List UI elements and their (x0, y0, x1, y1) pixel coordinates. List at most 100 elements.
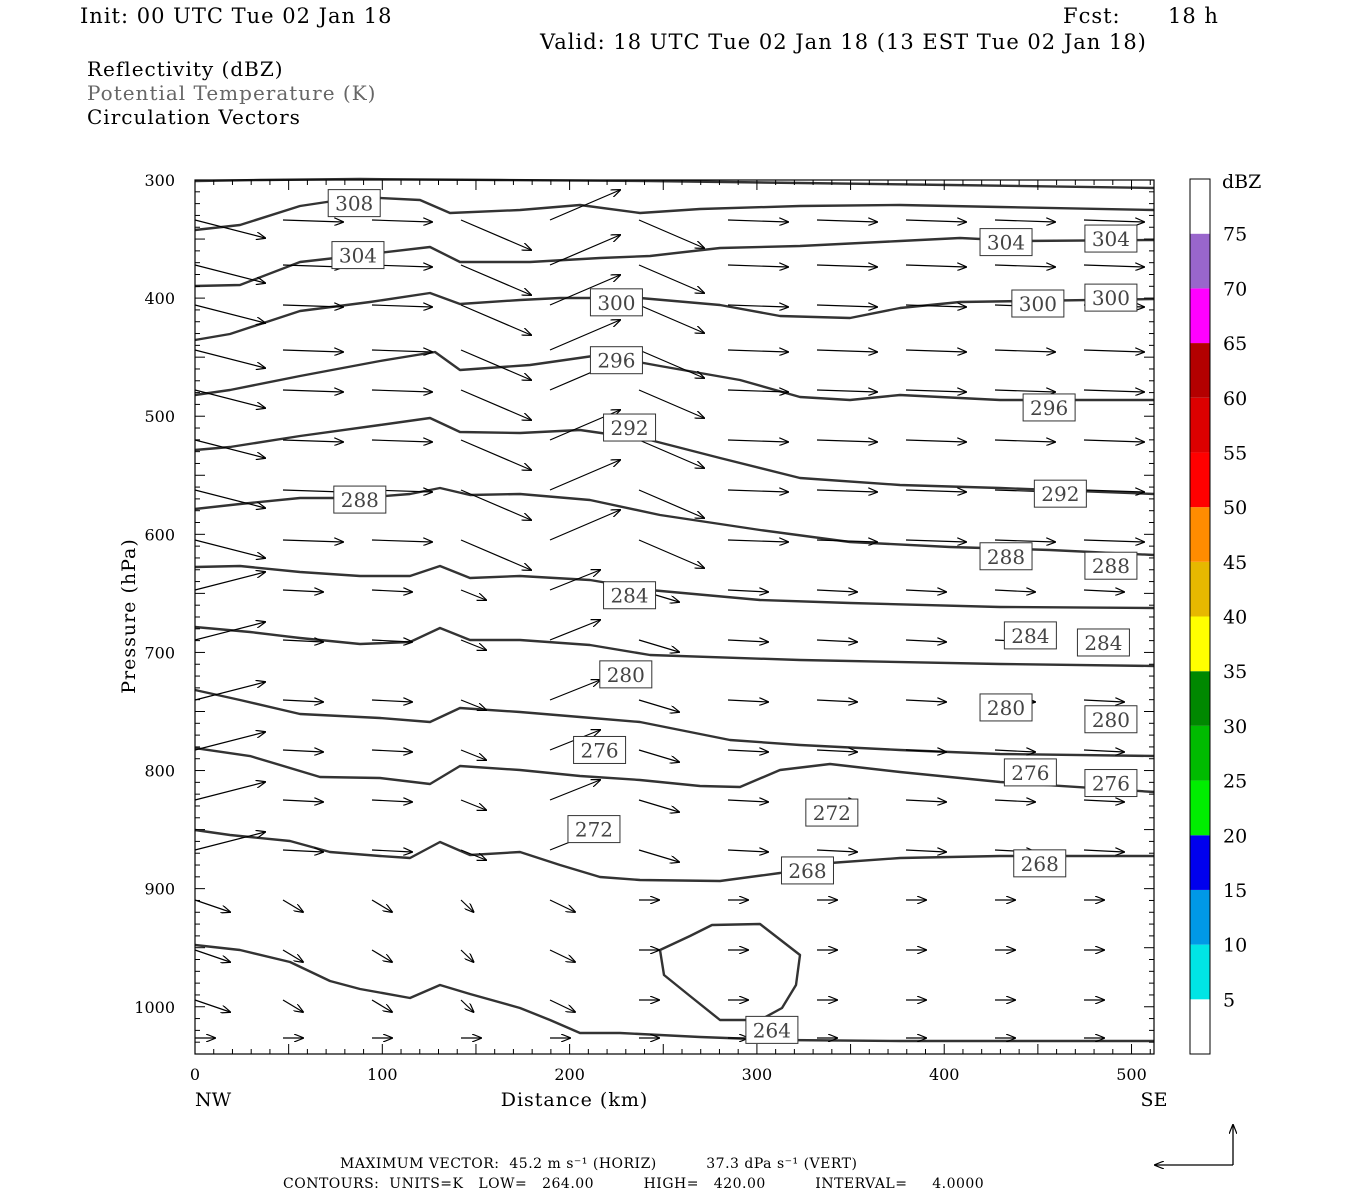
circulation-vector (816, 750, 857, 752)
circulation-vector (816, 440, 877, 442)
colorbar-segment (1190, 561, 1210, 617)
circulation-vector (727, 700, 768, 702)
legend-vectors: Circulation Vectors (87, 105, 301, 129)
circulation-vector (816, 490, 877, 492)
contour-label-box (333, 485, 387, 514)
circulation-vector (905, 540, 966, 542)
circulation-vector (994, 750, 1035, 752)
colorbar-label: 25 (1223, 771, 1247, 793)
circulation-vector (549, 190, 620, 221)
x-axis-title: Distance (km) (501, 1089, 649, 1111)
circulation-vector (194, 782, 265, 801)
circulation-vector (638, 849, 679, 862)
theta-contour-line (194, 195, 1155, 232)
circulation-vector (638, 749, 679, 762)
colorbar-frame (1189, 178, 1211, 1055)
circulation-vector (460, 539, 531, 570)
circulation-vector (194, 489, 265, 508)
circulation-vector (638, 349, 704, 378)
colorbar-segment (1190, 397, 1210, 453)
circulation-vector (727, 350, 788, 352)
contour-label: 268 (1021, 852, 1059, 876)
theta-contour-line (194, 943, 1154, 1043)
contour-label-box (1003, 758, 1057, 787)
contour-label: 280 (607, 663, 645, 687)
circulation-vector (371, 590, 412, 592)
circulation-vector (282, 220, 343, 222)
x-tick-label: 200 (554, 1065, 585, 1084)
init-time: Init: 00 UTC Tue 02 Jan 18 (80, 4, 393, 28)
circulation-vector (282, 899, 303, 912)
theta-contour-line (194, 746, 1155, 794)
circulation-vector (638, 799, 679, 812)
circulation-vector (282, 390, 343, 392)
contour-label-box (1011, 289, 1065, 318)
contour-label: 272 (575, 818, 613, 842)
circulation-vector (371, 899, 392, 912)
circulation-vector (460, 264, 531, 295)
y-tick-label: 600 (144, 525, 175, 544)
contour-label-box (805, 798, 859, 827)
colorbar-label: 50 (1223, 497, 1247, 519)
circulation-vector (1083, 850, 1124, 852)
theta-contour-line (194, 236, 1155, 288)
circulation-vector (994, 265, 1055, 267)
circulation-vector (460, 349, 531, 380)
circulation-vector (549, 999, 575, 1012)
forecast-hour: 18 h (1168, 4, 1219, 28)
contour-label-box (1084, 224, 1138, 253)
circulation-vector (460, 749, 486, 760)
circulation-vector (460, 999, 474, 1012)
circulation-vector (282, 999, 303, 1012)
circulation-vector (194, 682, 265, 701)
circulation-vector (905, 220, 966, 222)
contour-label-box (745, 1015, 799, 1044)
circulation-vector (727, 800, 768, 802)
circulation-vector (371, 850, 412, 852)
circulation-vector (194, 949, 230, 962)
colorbar-segment (1190, 616, 1210, 672)
circulation-vector (460, 949, 474, 962)
circulation-vector (994, 540, 1055, 542)
circulation-vector (816, 700, 857, 702)
contour-label: 304 (1092, 227, 1130, 251)
contour-label-box (327, 189, 381, 218)
contour-label-box (1084, 551, 1138, 580)
circulation-vector (1083, 700, 1124, 702)
circulation-vector (816, 390, 877, 392)
contour-label-box (603, 413, 657, 442)
colorbar-segment (1190, 944, 1210, 1000)
plot-axes: 0 100 200 300 400 500 300 400 500 600 700 800 900 100… (118, 171, 1167, 1111)
colorbar-segment (1190, 507, 1210, 562)
circulation-vector (638, 389, 704, 418)
circulation-vector (727, 390, 788, 392)
circulation-vector (460, 439, 531, 470)
circulation-vector (549, 899, 575, 912)
colorbar-label: 30 (1223, 716, 1247, 738)
circulation-vector (816, 590, 857, 592)
circulation-vector (371, 949, 392, 962)
circulation-vector (194, 539, 265, 558)
circulation-vector (371, 440, 432, 442)
circulation-vector (905, 700, 946, 702)
x-tick-label: 500 (1116, 1065, 1147, 1084)
circulation-vector (549, 235, 620, 266)
circulation-vector (460, 304, 531, 335)
circulation-vector (282, 850, 323, 852)
theta-contour-line (658, 922, 802, 1022)
contour-label-box (1033, 479, 1087, 508)
circulation-vector (282, 540, 343, 542)
circulation-vector (638, 489, 704, 518)
circulation-vector (194, 999, 230, 1012)
colorbar-segment (1190, 835, 1210, 890)
colorbar-label: 45 (1223, 552, 1247, 574)
contour-label: 280 (1092, 708, 1130, 732)
contour-label: 276 (1011, 761, 1049, 785)
circulation-vector (638, 219, 704, 248)
circulation-vector (994, 590, 1035, 592)
circulation-vector (1083, 220, 1144, 222)
circulation-vector (371, 700, 412, 702)
theta-contour-line (194, 828, 1154, 883)
circulation-vector (727, 440, 788, 442)
